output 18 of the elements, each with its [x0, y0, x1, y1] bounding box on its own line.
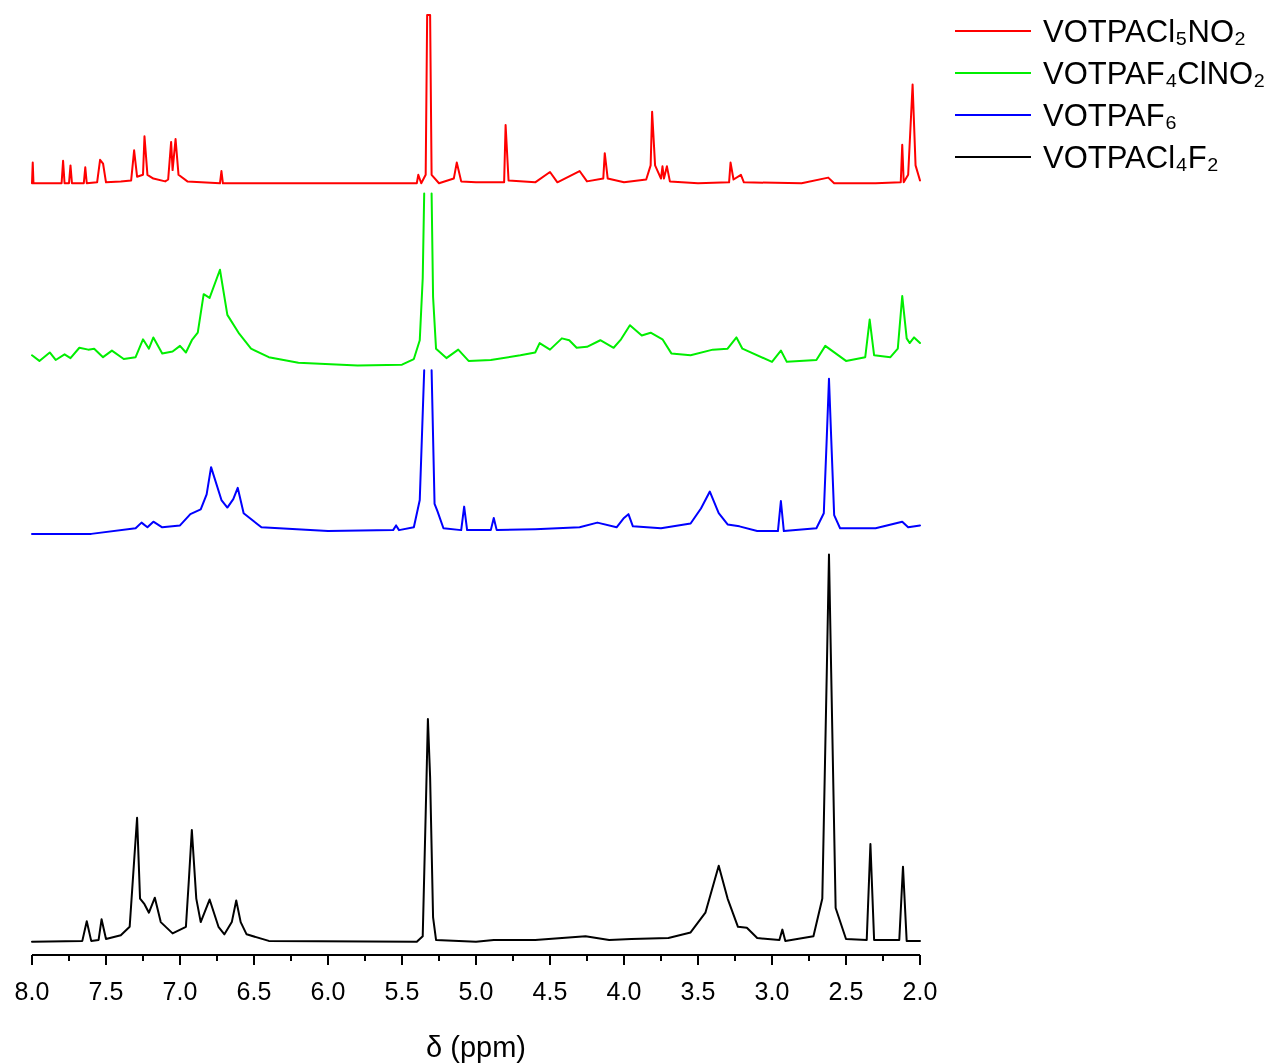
x-tick-label: 3.0 [754, 977, 790, 1005]
legend-label: VOTPACl₅NO₂ [1043, 14, 1247, 49]
x-tick-label: 5.5 [384, 977, 420, 1005]
x-tick-label: 6.5 [236, 977, 272, 1005]
x-tick-label: 7.0 [162, 977, 198, 1005]
x-tick-label: 4.5 [532, 977, 568, 1005]
x-tick-label: 6.0 [310, 977, 346, 1005]
x-tick-label: 5.0 [458, 977, 494, 1005]
x-tick-label: 3.5 [680, 977, 716, 1005]
x-tick-label: 2.0 [902, 977, 938, 1005]
legend-label: VOTPAF₆ [1043, 98, 1178, 133]
x-axis-title: δ (ppm) [426, 1031, 526, 1063]
x-tick-label: 7.5 [88, 977, 124, 1005]
legend-label: VOTPAF₄ClNO₂ [1043, 56, 1266, 91]
x-tick-label: 2.5 [828, 977, 864, 1005]
x-tick-label: 8.0 [14, 977, 50, 1005]
x-tick-label: 4.0 [606, 977, 642, 1005]
legend-label: VOTPACl₄F₂ [1043, 140, 1219, 175]
